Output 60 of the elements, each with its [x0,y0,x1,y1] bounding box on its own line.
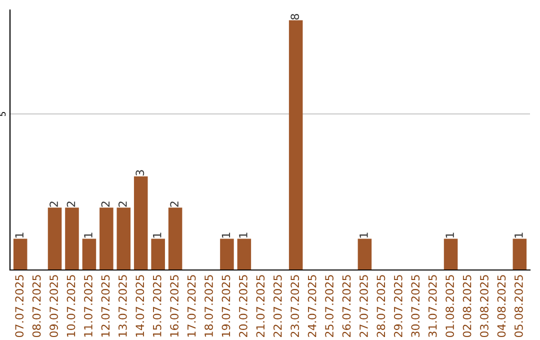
x-tick-label: 23.07.2025 [290,275,300,337]
x-tick-label: 09.07.2025 [50,275,58,338]
x-tick-label: 13.07.2025 [118,275,127,337]
x-tick-label: 02.08.2025 [462,275,472,338]
bar [100,208,114,270]
data-label: 2 [101,202,110,207]
data-label: 1 [514,232,523,238]
bar [237,238,252,270]
x-tick-label: 27.07.2025 [360,275,368,337]
x-tick-label: 01.08.2025 [446,275,454,338]
x-tick-label: 28.07.2025 [376,275,386,337]
bar [151,238,165,270]
x-tick-label: 18.07.2025 [204,275,213,337]
x-tick-label: 25.07.2025 [325,275,334,337]
bar [444,238,458,270]
x-tick-label: 11.07.2025 [84,275,92,337]
x-tick-label: 05.08.2025 [514,275,523,338]
data-label: 2 [118,202,127,207]
x-tick-label: 08.07.2025 [32,275,41,338]
data-label: 1 [222,232,230,238]
bar [82,238,96,270]
bar [134,176,148,270]
data-label: 2 [50,202,58,207]
data-label: 2 [66,202,76,207]
bar [512,238,527,270]
bar [48,208,62,270]
x-tick-label: 21.07.2025 [256,275,265,337]
x-tick-label: 24.07.2025 [308,275,316,337]
x-tick-label: 31.07.2025 [428,275,437,337]
data-label: 1 [84,232,92,238]
data-label: 2 [170,202,178,207]
x-tick-label: 29.07.2025 [394,275,402,337]
bar [220,238,234,270]
x-tick-label: 03.08.2025 [480,275,488,338]
data-label: 3 [136,170,144,176]
x-tick-label: 22.07.2025 [273,275,282,337]
bar [13,238,28,270]
x-tick-label: 19.07.2025 [222,275,230,337]
data-label: 8 [290,14,300,20]
data-label: 1 [446,232,454,238]
x-tick-label: 30.07.2025 [411,275,420,337]
x-tick-label: 15.07.2025 [152,275,162,337]
x-tick-label: 20.07.2025 [238,275,248,337]
x-tick-label: 14.07.2025 [136,275,144,337]
bar [116,208,131,270]
data-label: 1 [15,232,24,238]
data-label: 1 [239,232,248,238]
x-tick-label: 12.07.2025 [101,275,110,337]
bar [168,208,182,270]
x-tick-label: 10.07.2025 [66,275,76,337]
x-tick-label: 04.08.2025 [497,275,506,338]
x-tick-label: 07.07.2025 [15,275,24,338]
x-tick-label: 17.07.2025 [187,275,196,337]
bar [65,208,79,270]
data-label: 1 [153,232,162,238]
bar [288,20,303,270]
data-label: 1 [360,232,368,238]
x-tick-label: 26.07.2025 [342,275,351,337]
bar [358,238,372,270]
x-tick-label: 16.07.2025 [170,275,179,337]
